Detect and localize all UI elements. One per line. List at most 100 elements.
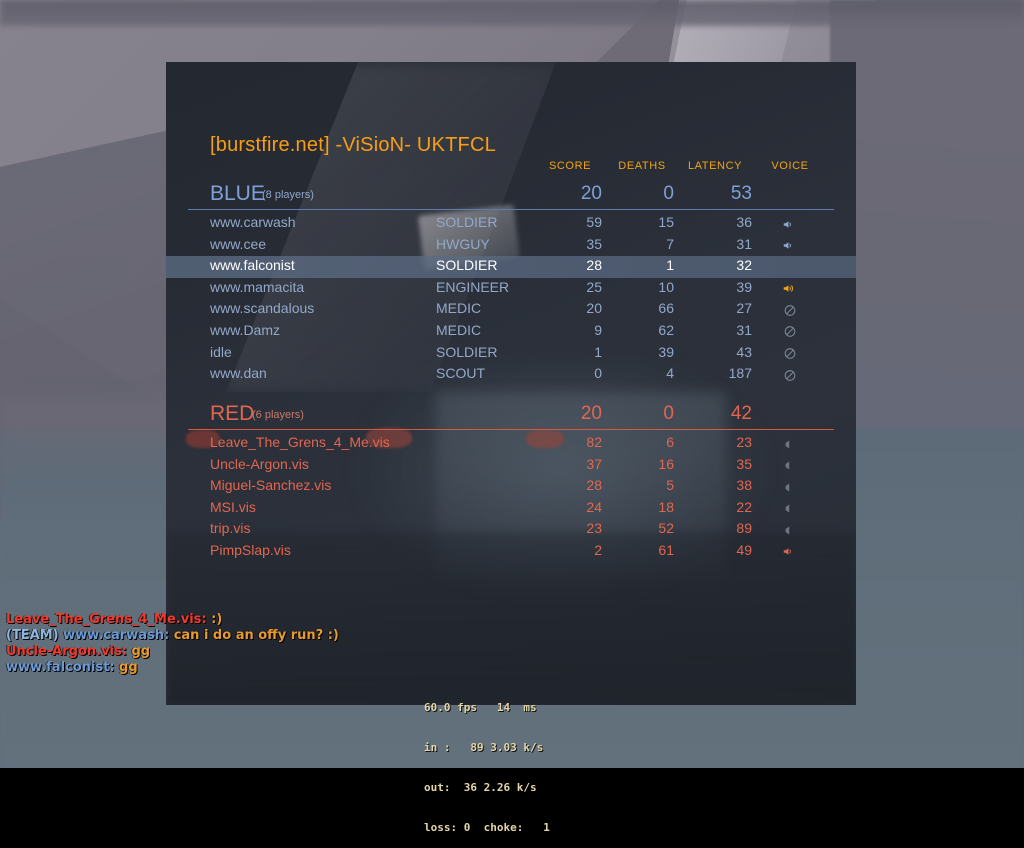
player-deaths: 61 [658,541,674,558]
scoreboard-panel: [burstfire.net] -ViSioN- UKTFCL SCORE DE… [166,62,856,705]
team-header-red: RED (6 players) 20 0 42 [166,402,856,430]
player-score: 1 [594,343,602,360]
panel-scene-shadow [166,532,856,705]
player-row[interactable]: idle SOLDIER 1 39 43 [166,343,856,365]
player-class: SOLDIER [436,214,498,230]
player-name: www.cee [210,235,267,252]
team-latency-blue: 53 [730,183,752,204]
speaker-dim-icon [760,457,820,475]
voice-none [760,258,820,276]
player-class: SCOUT [436,365,485,382]
player-deaths: 66 [658,300,674,317]
player-row[interactable]: PimpSlap.vis 2 61 49 [166,541,856,563]
player-row[interactable]: www.mamacita ENGINEER 25 10 39 [166,278,856,300]
player-latency: 38 [736,477,752,494]
player-name: idle [210,343,232,360]
speaker-dim-icon [760,435,820,453]
player-class: SOLDIER [436,257,498,274]
player-name: Uncle-Argon.vis [210,455,309,472]
player-row[interactable]: Uncle-Argon.vis 37 16 35 [166,455,856,477]
player-row[interactable]: MSI.vis 24 18 22 [166,498,856,520]
player-name: www.Damz [210,321,281,338]
player-name: www.mamacita [210,278,305,295]
player-list-blue: www.carwash SOLDIER 59 15 36 www.cee HWGUY 35 7 3… [166,213,856,386]
team-player-count-blue: (8 players) [262,189,314,201]
speaker-dim-icon [760,478,820,496]
net-stats-in: in : 89 3.03 k/s [424,741,544,755]
player-deaths: 15 [658,214,674,230]
player-latency: 23 [736,434,752,450]
chat-sender-name: www.carwash: [63,628,174,643]
column-header-score: SCORE [548,160,592,172]
player-row[interactable]: www.dan SCOUT 0 4 187 [166,364,856,386]
player-score: 37 [586,455,602,472]
player-deaths: 6 [666,434,674,450]
player-score: 24 [586,498,602,515]
net-stats-fps: 60.0 fps 14 ms [424,700,537,714]
player-score: 25 [586,278,602,295]
player-latency: 22 [736,498,752,515]
column-header-deaths: DEATHS [618,160,666,172]
player-score: 59 [586,214,602,230]
team-latency-red: 42 [730,403,752,424]
player-deaths: 7 [666,235,674,252]
player-row[interactable]: trip.vis 23 52 89 [166,519,856,541]
player-latency: 31 [736,235,752,252]
player-row[interactable]: www.carwash SOLDIER 59 15 36 [166,213,856,235]
player-latency: 27 [736,300,752,317]
player-deaths: 16 [658,455,674,472]
column-header-voice: VOICE [771,160,809,172]
player-latency: 39 [736,278,752,295]
background-ceiling [0,0,1024,26]
player-class: MEDIC [436,300,482,317]
chat-line: (TEAM) www.carwash: can i do an offy run… [6,628,339,644]
player-deaths: 5 [666,477,674,494]
player-score: 0 [594,365,602,382]
speaker-icon [760,237,820,255]
chat-message-text: :) [211,612,223,627]
player-name: trip.vis [210,520,251,537]
player-deaths: 62 [658,321,674,338]
player-latency: 187 [728,365,752,382]
chat-team-prefix: (TEAM) [6,628,64,643]
player-row[interactable]: www.falconist SOLDIER 28 1 32 [166,256,856,278]
team-deaths-red: 0 [663,403,674,424]
player-score: 28 [586,477,602,494]
player-deaths: 39 [658,343,674,360]
net-stats-loss: loss: 0 choke: 1 [424,821,550,835]
player-name: Miguel-Sanchez.vis [210,477,332,494]
player-latency: 31 [736,321,752,338]
player-class: MEDIC [436,321,482,338]
speaker-active-icon [760,280,820,298]
player-row[interactable]: Miguel-Sanchez.vis 28 5 38 [166,476,856,498]
player-latency: 49 [736,541,752,558]
team-name-blue: BLUE [210,182,265,205]
team-header-blue: BLUE (8 players) 20 0 53 [166,182,856,210]
team-divider-red [188,429,834,430]
server-title: [burstfire.net] -ViSioN- UKTFCL [210,134,496,156]
player-row[interactable]: www.Damz MEDIC 9 62 31 [166,321,856,343]
player-row[interactable]: www.scandalous MEDIC 20 66 27 [166,299,856,321]
player-name: Leave_The_Grens_4_Me.vis [210,434,390,450]
voice-muted-icon [760,366,820,384]
voice-muted-icon [760,301,820,319]
speaker-red-icon [760,543,820,561]
player-deaths: 10 [658,278,674,295]
player-score: 9 [594,321,602,338]
team-score-blue: 20 [580,183,602,204]
team-section-red: RED (6 players) 20 0 42 Leave_The_Grens_… [166,402,856,558]
player-list-red: Leave_The_Grens_4_Me.vis 82 6 23 Uncle-Argon… [166,433,856,563]
team-divider-blue [188,209,834,210]
panel-scene-gib [526,430,564,448]
team-score-red: 20 [580,403,602,424]
chat-sender-name: Uncle-Argon.vis: [6,644,132,659]
player-row[interactable]: www.cee HWGUY 35 7 31 [166,235,856,257]
chat-line: www.falconist: gg [6,660,339,676]
column-headers: SCORE DEATHS LATENCY VOICE [166,160,856,176]
player-row[interactable]: Leave_The_Grens_4_Me.vis 82 6 23 [166,433,856,455]
chat-line: Uncle-Argon.vis: gg [6,644,339,660]
player-latency: 36 [736,214,752,230]
player-class: SOLDIER [436,343,498,360]
chat-sender-name: Leave_The_Grens_4_Me.vis: [6,612,212,627]
player-class: ENGINEER [436,278,510,295]
